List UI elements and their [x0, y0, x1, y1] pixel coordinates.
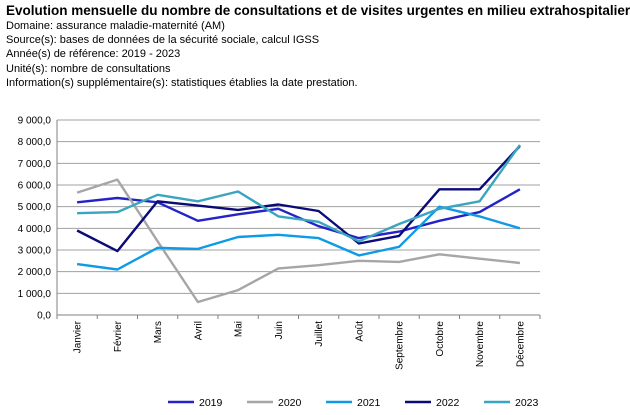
- legend-label-2021: 2021: [357, 397, 381, 409]
- chart-title: Evolution mensuelle du nombre de consult…: [6, 3, 630, 18]
- y-tick-label: 6 000,0: [18, 181, 52, 192]
- meta-unites: Unité(s): nombre de consultations: [6, 62, 171, 75]
- y-tick-label: 2 000,0: [18, 267, 52, 278]
- x-tick-label: Juin: [274, 321, 285, 339]
- meta-domaine: Domaine: assurance maladie-maternité (AM…: [6, 20, 225, 32]
- legend-label-2022: 2022: [436, 397, 460, 409]
- x-tick-label: Mars: [153, 321, 164, 343]
- y-tick-label: 1 000,0: [18, 289, 52, 300]
- series-line-2019: [76, 188, 521, 240]
- y-tick-label: 0,0: [37, 311, 51, 322]
- x-tick-label: Août: [354, 321, 365, 342]
- y-tick-label: 5 000,0: [18, 202, 52, 213]
- legend-label-2023: 2023: [515, 397, 539, 409]
- y-tick-label: 4 000,0: [18, 224, 52, 235]
- x-tick-label: Avril: [193, 321, 204, 340]
- x-tick-label: Mai: [234, 321, 245, 337]
- x-tick-label: Octobre: [435, 321, 446, 357]
- series-line-2022: [76, 145, 521, 253]
- legend-label-2020: 2020: [278, 397, 302, 409]
- y-tick-label: 3 000,0: [18, 246, 52, 257]
- meta-informations: Information(s) supplémentaire(s): statis…: [6, 76, 358, 89]
- x-tick-label: Février: [113, 320, 124, 352]
- x-tick-label: Septembre: [395, 321, 406, 370]
- y-tick-label: 7 000,0: [18, 159, 52, 170]
- x-tick-label: Janvier: [73, 320, 84, 353]
- chart-header: Evolution mensuelle du nombre de consult…: [6, 3, 630, 90]
- x-tick-label: Novembre: [475, 321, 486, 368]
- series-line-2021: [76, 205, 521, 271]
- meta-annees: Année(s) de référence: 2019 - 2023: [6, 48, 181, 61]
- series-line-2020: [76, 178, 521, 304]
- x-tick-label: Décembre: [515, 321, 526, 368]
- y-tick-label: 9 000,0: [18, 116, 52, 127]
- legend-label-2019: 2019: [199, 397, 223, 409]
- meta-sources: Source(s): bases de données de la sécuri…: [6, 34, 320, 47]
- series-line-2023: [77, 144, 521, 243]
- y-tick-label: 8 000,0: [18, 137, 52, 148]
- x-tick-label: Juillet: [314, 321, 325, 347]
